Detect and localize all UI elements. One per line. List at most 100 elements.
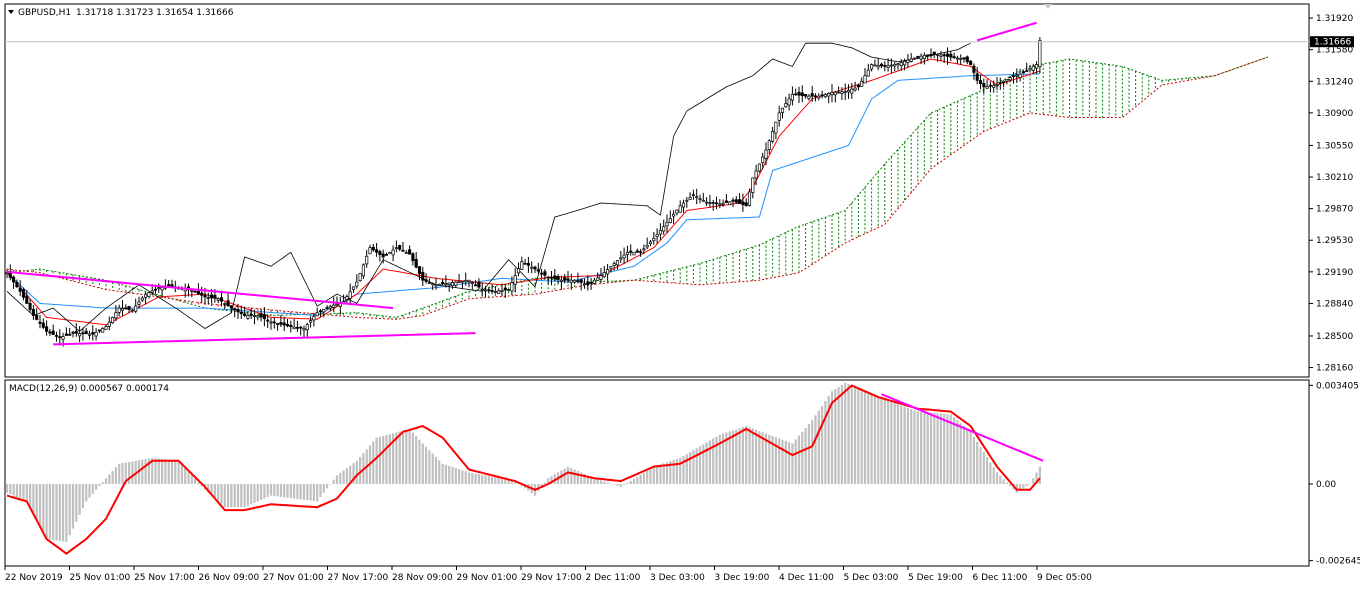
candle-body bbox=[450, 282, 455, 287]
candle-body bbox=[757, 163, 761, 172]
macd-bar bbox=[273, 484, 276, 497]
macd-bar bbox=[547, 478, 550, 485]
macd-bar bbox=[797, 435, 801, 485]
macd-bar bbox=[260, 484, 263, 500]
macd-bar bbox=[854, 386, 857, 485]
candle-body bbox=[1035, 64, 1039, 69]
macd-bar bbox=[375, 437, 378, 485]
macd-bar bbox=[966, 428, 969, 485]
candle-body bbox=[599, 275, 603, 280]
candle-body bbox=[513, 275, 517, 285]
macd-bar bbox=[665, 462, 669, 485]
macd-bar bbox=[959, 423, 962, 485]
macd-axis: 0.003405 0.00 -0.002645 bbox=[1309, 381, 1360, 567]
candle-body bbox=[553, 275, 557, 280]
macd-bar bbox=[784, 440, 787, 485]
candle-body bbox=[998, 82, 1002, 84]
macd-bar bbox=[283, 484, 286, 498]
candle-body bbox=[655, 234, 659, 238]
macd-bar bbox=[213, 484, 216, 499]
candle-body bbox=[526, 262, 530, 266]
current-price-tag: 1.31666 bbox=[1310, 36, 1354, 48]
macd-signal-line bbox=[6, 384, 1041, 555]
candle-body bbox=[15, 281, 19, 288]
candle-body bbox=[939, 54, 943, 58]
chikou-span-line bbox=[6, 42, 971, 332]
time-tick-label: 6 Dec 11:00 bbox=[973, 573, 1028, 583]
macd-bar bbox=[5, 484, 9, 493]
time-tick-label: 5 Dec 03:00 bbox=[844, 573, 899, 583]
macd-bar bbox=[312, 484, 315, 501]
candle-body bbox=[81, 332, 85, 335]
candle-body bbox=[147, 292, 151, 297]
candle-body bbox=[876, 65, 880, 68]
macd-bar bbox=[850, 385, 853, 485]
candle-body bbox=[305, 324, 309, 331]
macd-bar bbox=[392, 433, 395, 485]
candle-body bbox=[780, 107, 785, 114]
macd-bar bbox=[929, 412, 933, 485]
trendline bbox=[976, 21, 1037, 42]
macd-bar bbox=[45, 484, 48, 540]
macd-bar bbox=[207, 484, 210, 493]
candle-body bbox=[335, 303, 339, 306]
kijun-sen-line bbox=[6, 73, 1040, 317]
macd-bar bbox=[821, 405, 824, 485]
triangle-down-icon[interactable] bbox=[8, 10, 14, 14]
candle-body bbox=[351, 286, 356, 290]
macd-bar bbox=[979, 447, 982, 485]
time-tick-label: 27 Nov 01:00 bbox=[263, 573, 324, 583]
candle-body bbox=[675, 209, 679, 214]
candle-body bbox=[916, 56, 920, 58]
candle-body bbox=[1011, 75, 1016, 78]
macd-bar bbox=[949, 414, 952, 485]
candle-body bbox=[28, 303, 32, 310]
macd-bar bbox=[923, 412, 926, 485]
macd-bar bbox=[85, 484, 88, 502]
macd-bar bbox=[893, 403, 896, 485]
candle-body bbox=[299, 326, 303, 329]
candle-body bbox=[398, 245, 402, 250]
macd-bar bbox=[540, 484, 543, 487]
candle-body bbox=[285, 324, 290, 327]
macd-bar bbox=[580, 472, 583, 485]
macd-bar bbox=[78, 484, 81, 515]
candle-body bbox=[906, 59, 910, 63]
macd-bar bbox=[95, 484, 98, 490]
candle-body bbox=[1031, 66, 1035, 71]
macd-bar bbox=[969, 431, 972, 485]
candle-body bbox=[721, 202, 725, 205]
candle-body bbox=[61, 336, 65, 340]
candle-body bbox=[464, 280, 468, 283]
macd-bar bbox=[279, 484, 282, 497]
macd-bar bbox=[656, 465, 659, 485]
candle-body bbox=[503, 287, 507, 291]
macd-bar bbox=[151, 457, 154, 485]
macd-bar bbox=[177, 460, 180, 485]
candle-body bbox=[239, 311, 243, 315]
macd-bar bbox=[507, 479, 510, 485]
candle-body bbox=[266, 319, 270, 322]
macd-bar bbox=[576, 470, 579, 485]
candle-body bbox=[681, 202, 686, 208]
candle-body bbox=[78, 333, 82, 337]
candle-body bbox=[68, 333, 72, 336]
macd-bar bbox=[256, 484, 259, 502]
macd-bar bbox=[491, 476, 494, 485]
candle-body bbox=[48, 331, 52, 334]
candle-body bbox=[863, 75, 867, 84]
macd-bar bbox=[817, 410, 820, 485]
macd-bar bbox=[19, 484, 22, 499]
macd-bar bbox=[593, 478, 596, 485]
macd-bar bbox=[388, 434, 391, 485]
candle-body bbox=[813, 95, 818, 98]
macd-bar bbox=[705, 442, 708, 485]
time-axis: 22 Nov 2019 25 Nov 01:00 25 Nov 17:00 26 No… bbox=[4, 566, 1092, 583]
macd-bar bbox=[811, 420, 814, 485]
candle-body bbox=[912, 57, 917, 60]
chart-shift-icon[interactable] bbox=[1044, 4, 1052, 9]
candle-body bbox=[787, 98, 791, 106]
macd-tick-label: 0.003405 bbox=[1316, 381, 1359, 391]
macd-bar bbox=[731, 430, 735, 485]
